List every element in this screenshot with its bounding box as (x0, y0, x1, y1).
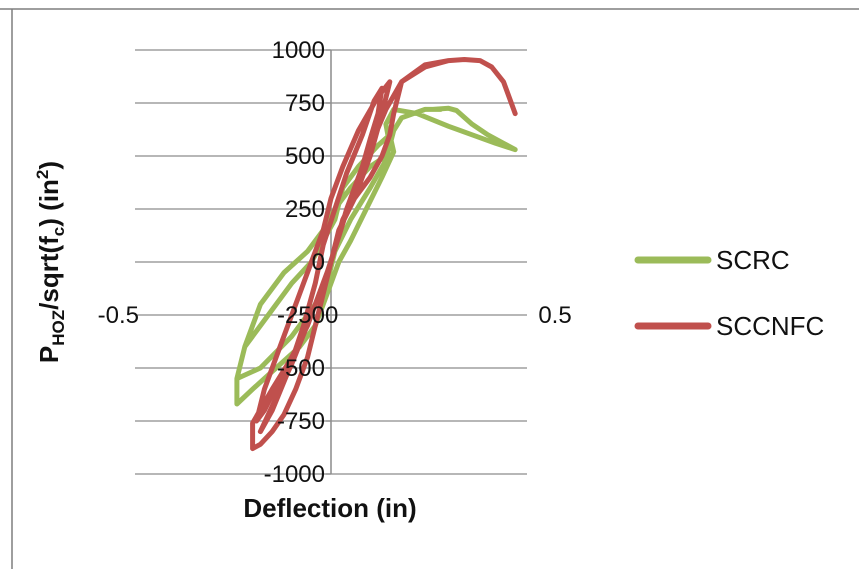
y-title-main-sub: HOZ (49, 310, 68, 346)
y-tick-label-8: -1000 (264, 461, 325, 488)
y-tick-label-3: 250 (285, 196, 325, 223)
y-title-end: ) (in (34, 179, 64, 227)
y-axis-title: PHOZ/sqrt(fc) (in2) (33, 161, 68, 363)
y-tick-label-6: -500 (277, 355, 325, 382)
y-tick-label-5: -250 (277, 302, 325, 329)
y-tick-label-4: 0 (312, 249, 325, 276)
series-lines (234, 57, 518, 452)
y-tick-label-0: 1000 (272, 37, 325, 64)
y-tick-label-2: 500 (285, 143, 325, 170)
y-title-close: ) (34, 161, 64, 170)
y-tick-label-7: -750 (277, 408, 325, 435)
x-tick-label-1: 0 (325, 302, 338, 329)
legend: SCRC SCCNFC (634, 245, 824, 341)
series-line-sccnfc (250, 57, 518, 452)
x-axis-title: Deflection (in) (243, 493, 416, 523)
x-tick-label-0: -0.5 (98, 302, 139, 329)
y-title-main: P (34, 346, 64, 363)
y-tick-label-1: 750 (285, 90, 325, 117)
y-title-mid: /sqrt(f (34, 236, 64, 310)
x-tick-label-2: 0.5 (538, 302, 571, 329)
legend-label-sccnfc: SCCNFC (716, 311, 824, 341)
y-title-end-sup: 2 (33, 170, 52, 179)
y-title-mid-sub: c (49, 227, 68, 236)
legend-label-scrc: SCRC (716, 245, 790, 275)
